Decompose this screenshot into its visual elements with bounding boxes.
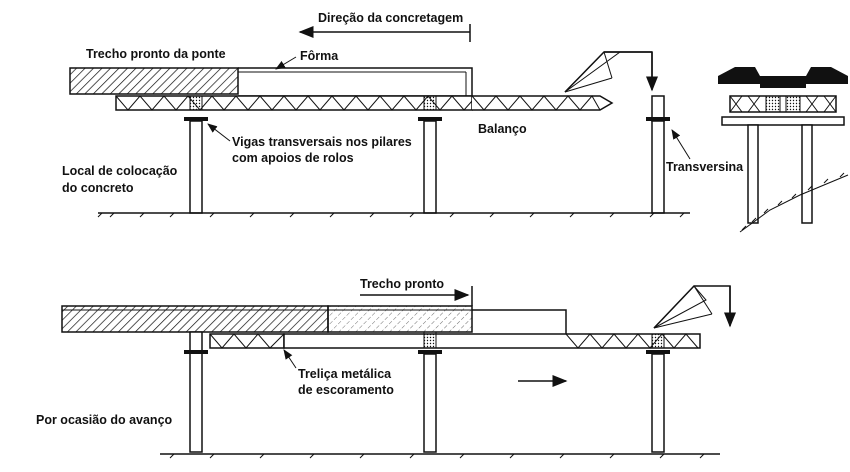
transverse-label: Transversina [666, 160, 744, 174]
truss-bottom [209, 333, 701, 349]
truss-label-1: Treliça metálica [298, 367, 392, 381]
gantry-crane-top [564, 51, 658, 93]
finished-section-bottom-label: Trecho pronto [360, 277, 444, 291]
ground-bottom [160, 453, 720, 459]
pier-2-top [418, 95, 442, 214]
direction-arrow [298, 24, 471, 42]
cantilever-label: Balanço [478, 122, 527, 136]
cross-beams-label-2: com apoios de rolos [232, 151, 354, 165]
concrete-placement-label-1: Local de colocação [62, 164, 178, 178]
ground-top [97, 212, 690, 218]
finished-section-label: Trecho pronto da ponte [86, 47, 226, 61]
formwork-label: Fôrma [300, 49, 339, 63]
cross-beams-label-1: Vigas transversais nos pilares [232, 135, 412, 149]
gantry-crane-bottom [653, 285, 736, 329]
finished-deck-top [69, 67, 239, 95]
cross-section-view [718, 67, 849, 233]
pier-2-bottom [418, 331, 442, 453]
truss-label-2: de escoramento [298, 383, 394, 397]
concrete-placement-label-2: do concreto [62, 181, 134, 195]
pier-3-bottom [646, 333, 670, 453]
truss-top [115, 95, 614, 111]
top-elevation-view: Direção da concretagem Trecho pronto da … [62, 11, 849, 233]
bottom-elevation-view: Trecho pronto [36, 277, 736, 459]
advance-label: Por ocasião do avanço [36, 413, 173, 427]
formwork-bottom [472, 309, 567, 334]
pier-3-top [646, 95, 670, 214]
pier-1-bottom [184, 331, 208, 453]
direction-label: Direção da concretagem [318, 11, 463, 25]
formwork-top [238, 67, 473, 97]
pier-1-top [184, 95, 208, 214]
